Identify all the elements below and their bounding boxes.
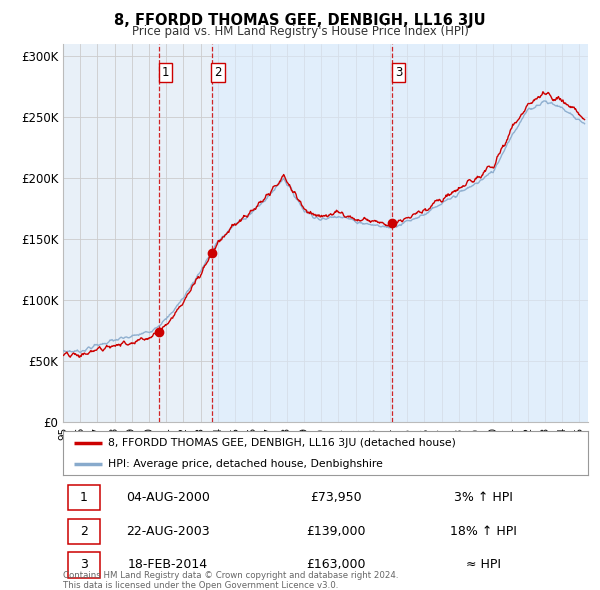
Text: £73,950: £73,950 [310,491,362,504]
Text: 3: 3 [80,558,88,572]
Text: 2: 2 [214,66,221,79]
Text: 1: 1 [80,491,88,504]
Bar [212,44,588,422]
Text: 18-FEB-2014: 18-FEB-2014 [128,558,208,572]
FancyBboxPatch shape [68,552,100,578]
Bar [63,44,588,422]
Text: 1: 1 [161,66,169,79]
Text: 3: 3 [395,66,402,79]
Text: HPI: Average price, detached house, Denbighshire: HPI: Average price, detached house, Denb… [107,459,383,469]
Text: 22-AUG-2003: 22-AUG-2003 [126,525,210,538]
Text: 04-AUG-2000: 04-AUG-2000 [126,491,210,504]
Text: 2: 2 [80,525,88,538]
Text: This data is licensed under the Open Government Licence v3.0.: This data is licensed under the Open Gov… [63,581,338,589]
Text: 3% ↑ HPI: 3% ↑ HPI [454,491,512,504]
FancyBboxPatch shape [68,519,100,544]
Text: Contains HM Land Registry data © Crown copyright and database right 2024.: Contains HM Land Registry data © Crown c… [63,571,398,580]
Text: 8, FFORDD THOMAS GEE, DENBIGH, LL16 3JU (detached house): 8, FFORDD THOMAS GEE, DENBIGH, LL16 3JU … [107,438,455,448]
Text: ≈ HPI: ≈ HPI [466,558,500,572]
Text: £139,000: £139,000 [306,525,366,538]
Text: £163,000: £163,000 [306,558,366,572]
Text: Price paid vs. HM Land Registry's House Price Index (HPI): Price paid vs. HM Land Registry's House … [131,25,469,38]
FancyBboxPatch shape [68,485,100,510]
Text: 8, FFORDD THOMAS GEE, DENBIGH, LL16 3JU: 8, FFORDD THOMAS GEE, DENBIGH, LL16 3JU [114,13,486,28]
Text: 18% ↑ HPI: 18% ↑ HPI [449,525,517,538]
